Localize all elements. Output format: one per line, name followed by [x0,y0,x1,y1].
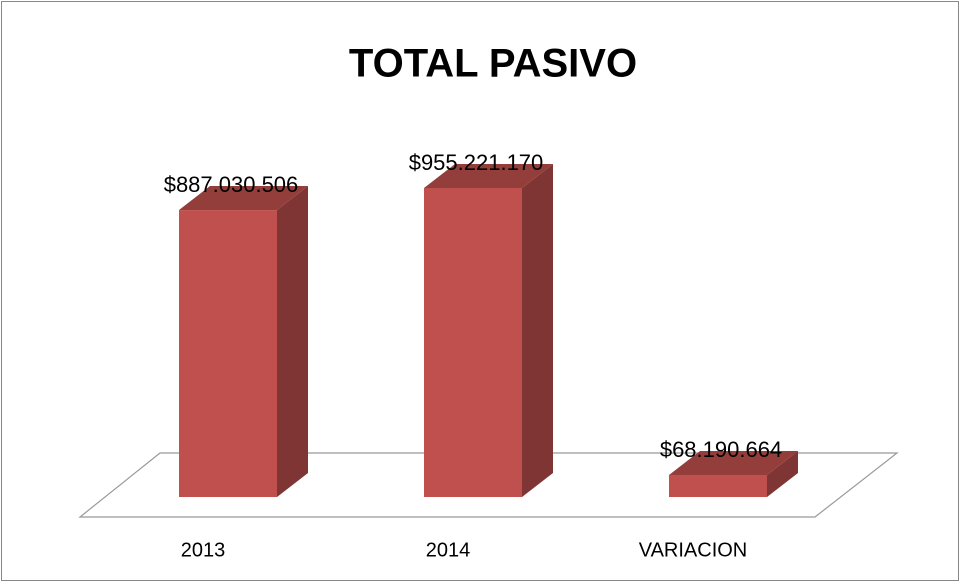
value-label: $68.190.664 [660,437,782,462]
bar [669,474,767,497]
x-tick-label: 2013 [181,539,226,561]
bar-top [179,186,308,211]
bar-side [277,186,308,498]
value-label: $955.221.170 [409,150,544,175]
chart-title: TOTAL PASIVO [349,42,637,86]
x-tick-label: 2014 [426,539,471,561]
bar-side [522,164,553,497]
bar-top [669,450,798,475]
bar [424,188,522,497]
x-tick-label: VARIACION [639,539,748,561]
bar [179,210,277,498]
value-label: $887.030.506 [164,172,299,197]
bar-top [424,164,553,188]
bar-side [767,450,798,497]
